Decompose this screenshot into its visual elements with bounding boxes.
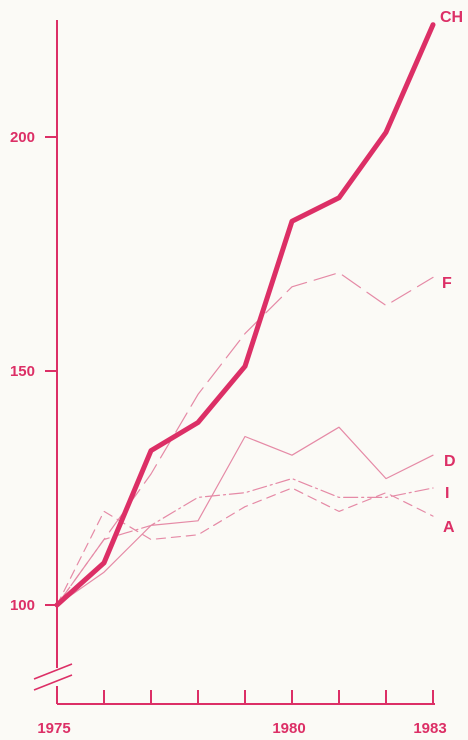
chart-axes <box>33 20 435 705</box>
labels-layer: 100 150 200 1975 1980 1983 CH F DIA <box>10 9 463 737</box>
x-tick-label-1975: 1975 <box>37 720 70 737</box>
series-line-f <box>56 272 434 606</box>
x-tick-label-1980: 1980 <box>272 720 305 737</box>
series-line-i <box>56 478 434 606</box>
series-label-f: F <box>442 275 452 292</box>
series-line-ch <box>54 22 436 608</box>
axis-break-mark-lower <box>33 674 73 691</box>
series-label-ch: CH <box>440 9 463 26</box>
y-tick-label-100: 100 <box>10 597 35 614</box>
y-tick-label-150: 150 <box>10 363 35 380</box>
series-layer <box>54 22 436 608</box>
x-tick-label-1983: 1983 <box>413 720 446 737</box>
axis-break-mark-upper <box>33 663 73 680</box>
series-label-a: A <box>443 519 455 536</box>
series-line-d <box>56 426 434 606</box>
series-label-i: I <box>445 485 449 502</box>
series-label-d: D <box>444 453 456 470</box>
y-tick-label-200: 200 <box>10 129 35 146</box>
